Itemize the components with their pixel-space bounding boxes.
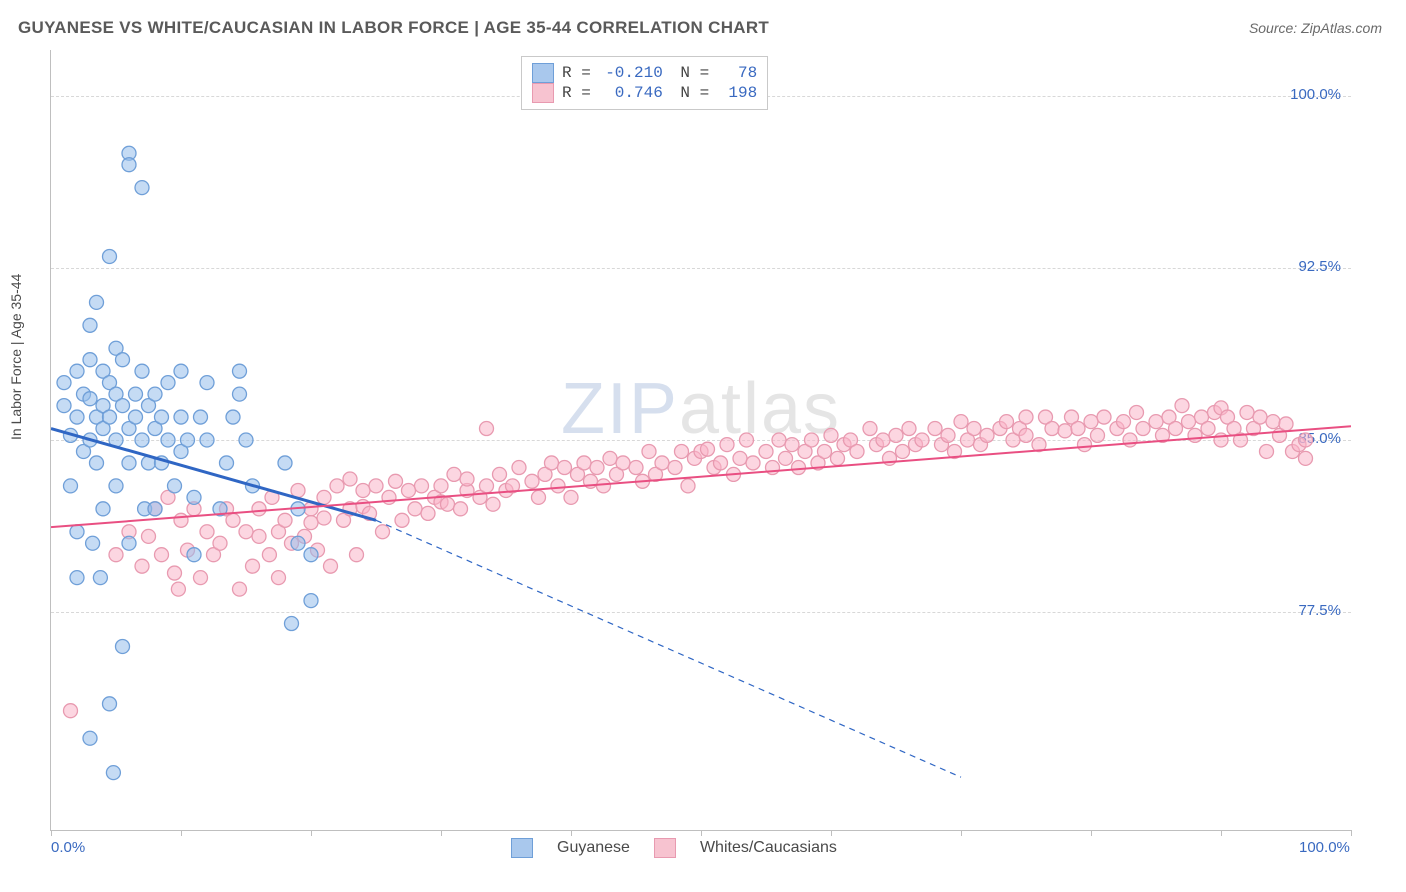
r-value-2: 0.746 — [599, 84, 663, 102]
legend-swatch-2 — [532, 83, 554, 103]
correlation-legend: R = -0.210 N = 78 R = 0.746 N = 198 — [521, 56, 768, 110]
x-tick-label: 0.0% — [51, 839, 85, 856]
y-axis-label: In Labor Force | Age 35-44 — [8, 274, 24, 440]
x-tick-label: 100.0% — [1299, 839, 1350, 856]
n-value-1: 78 — [717, 64, 757, 82]
legend-swatch-1 — [532, 63, 554, 83]
series-legend: Guyanese Whites/Caucasians — [511, 838, 837, 858]
plot-area: 77.5%85.0%92.5%100.0%0.0%100.0% ZIPatlas… — [50, 50, 1351, 831]
legend-label-whites: Whites/Caucasians — [700, 839, 837, 857]
r-value-1: -0.210 — [599, 64, 663, 82]
legend-label-guyanese: Guyanese — [557, 839, 630, 857]
scatter-svg — [51, 50, 1351, 830]
n-value-2: 198 — [717, 84, 757, 102]
legend-swatch-whites — [654, 838, 676, 858]
legend-swatch-guyanese — [511, 838, 533, 858]
source-label: Source: ZipAtlas.com — [1249, 20, 1382, 36]
chart-title: GUYANESE VS WHITE/CAUCASIAN IN LABOR FOR… — [18, 18, 769, 38]
